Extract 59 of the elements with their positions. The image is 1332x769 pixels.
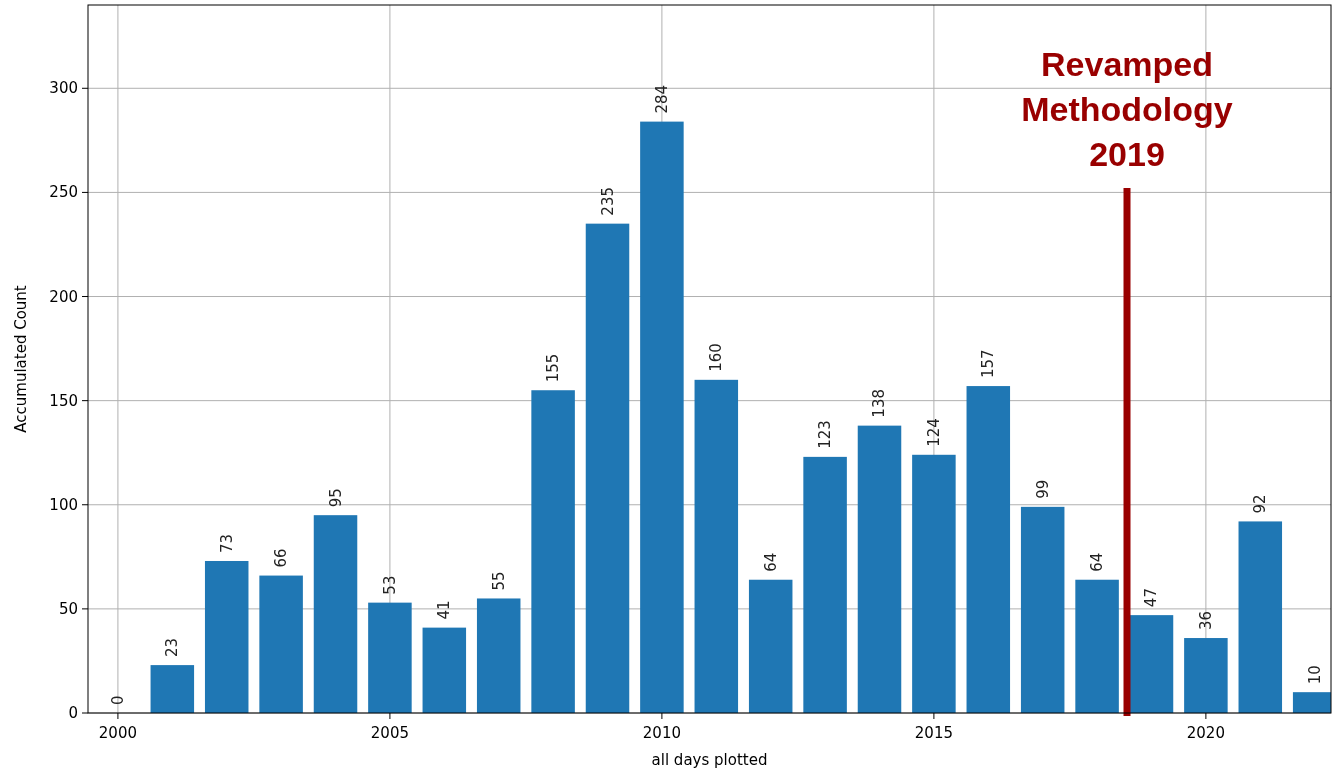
x-tick-label: 2020 <box>1186 724 1225 742</box>
data-label: 64 <box>1088 552 1107 572</box>
bar <box>640 121 684 713</box>
y-tick-label: 100 <box>49 495 78 514</box>
data-label: 155 <box>544 353 563 383</box>
data-label: 99 <box>1033 479 1052 499</box>
data-label: 10 <box>1305 665 1324 685</box>
data-label: 123 <box>816 420 835 449</box>
data-label: 41 <box>435 600 454 620</box>
bar <box>966 386 1011 713</box>
bar <box>857 425 902 713</box>
bar <box>1238 521 1283 713</box>
y-tick-label: 50 <box>58 599 78 618</box>
data-label: 95 <box>326 488 345 508</box>
bar <box>313 515 358 713</box>
data-label: 92 <box>1251 494 1270 514</box>
x-tick-label: 2010 <box>642 724 681 742</box>
y-tick-label: 0 <box>68 704 78 722</box>
bar <box>912 454 956 713</box>
y-tick-label: 250 <box>49 183 78 202</box>
bar <box>1020 506 1065 713</box>
x-tick-label: 2000 <box>98 724 138 742</box>
bar <box>694 379 739 713</box>
bar <box>368 602 412 713</box>
data-label: 23 <box>163 638 182 658</box>
y-axis-title: Accumulated Count <box>12 285 30 433</box>
bar <box>422 627 467 713</box>
data-label: 66 <box>272 548 291 568</box>
data-label: 235 <box>598 187 617 216</box>
bar <box>1129 615 1174 713</box>
data-label: 64 <box>761 552 780 572</box>
bar <box>803 456 847 713</box>
x-tick-label: 2015 <box>914 724 953 742</box>
ref-line-label: Revamped Methodology 2019 <box>1021 45 1233 173</box>
bar <box>585 223 630 713</box>
bar <box>1184 638 1228 713</box>
data-label: 0 <box>108 695 127 705</box>
bar <box>476 598 521 713</box>
data-label: 53 <box>380 575 399 595</box>
data-label: 157 <box>979 349 998 379</box>
y-tick-label: 300 <box>49 79 78 98</box>
data-label: 36 <box>1196 610 1215 631</box>
bar <box>748 579 793 713</box>
y-tick-label: 200 <box>49 287 78 306</box>
data-label: 160 <box>707 343 726 372</box>
data-label: 47 <box>1142 588 1161 608</box>
x-axis-title: all days plotted <box>651 751 768 769</box>
data-label: 284 <box>652 84 671 114</box>
bar <box>259 575 303 713</box>
data-label: 55 <box>489 571 508 591</box>
y-tick-label: 150 <box>49 391 78 410</box>
x-tick-label: 2005 <box>370 724 409 742</box>
data-label: 73 <box>217 533 236 553</box>
data-label: 138 <box>870 388 889 418</box>
bar <box>150 665 195 713</box>
bar <box>1075 579 1119 713</box>
bar <box>531 390 575 713</box>
data-label: 124 <box>924 418 943 447</box>
bar <box>204 560 249 713</box>
